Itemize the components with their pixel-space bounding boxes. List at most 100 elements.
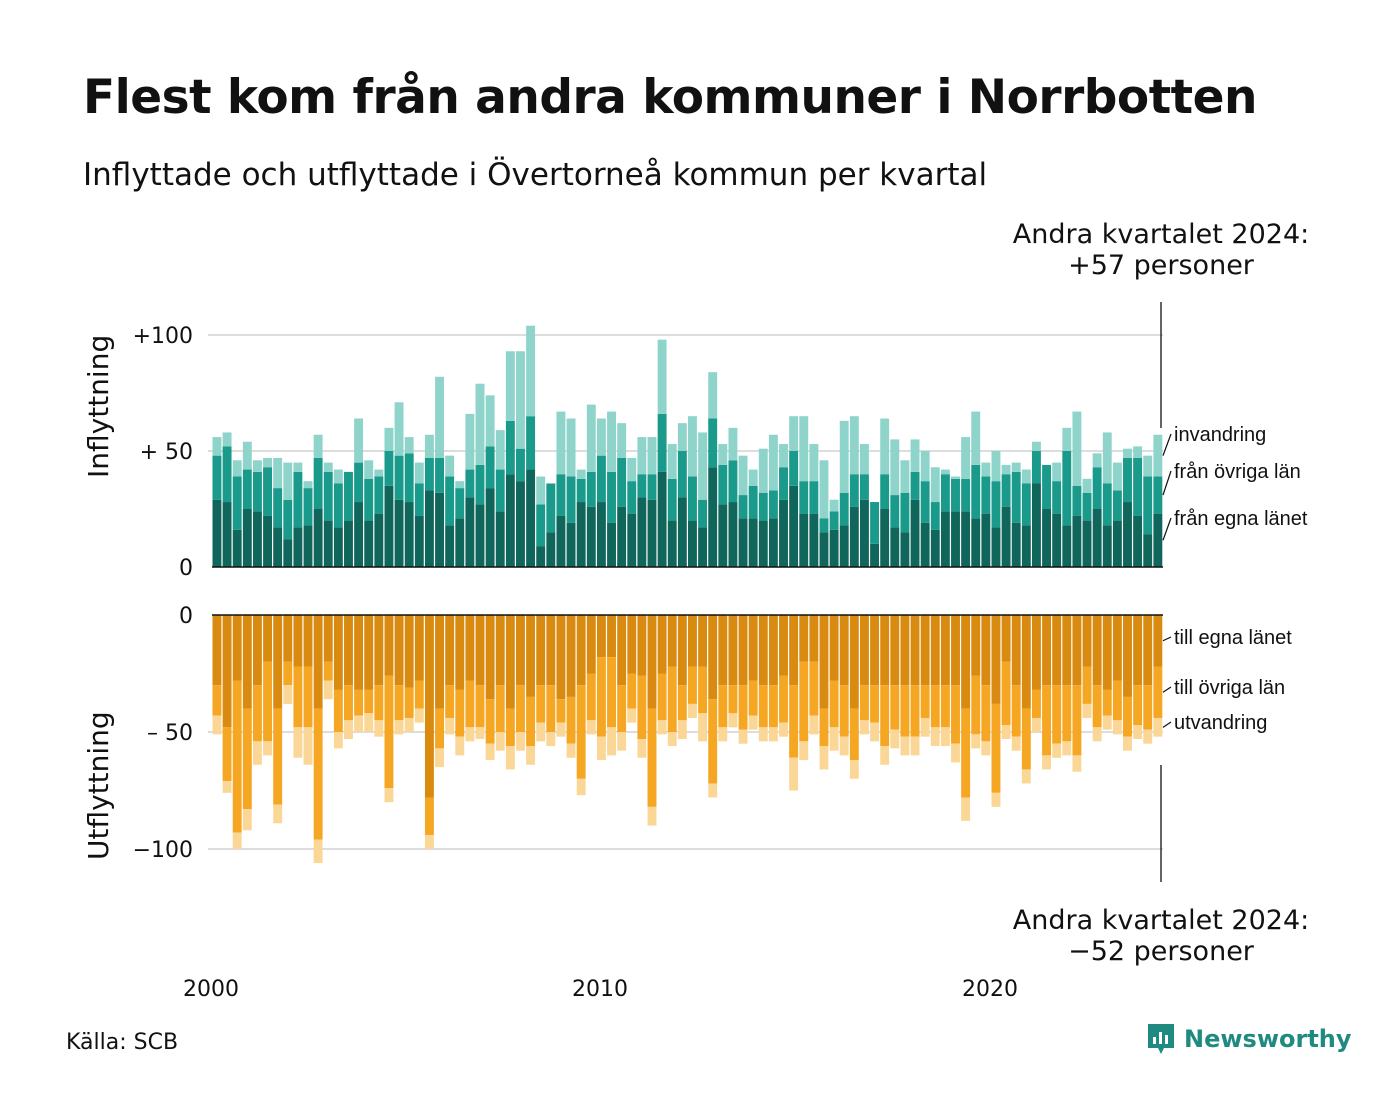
bar-outflow-till-egna-länet <box>1062 615 1072 686</box>
bar-inflow-från-övriga-län <box>445 476 455 526</box>
bar-inflow-från-övriga-län <box>485 446 495 489</box>
bar-outflow-till-övriga-län <box>1021 708 1031 770</box>
bar-outflow-till-egna-länet <box>263 615 273 662</box>
bar-inflow-invandring <box>991 451 1001 482</box>
legend-leader <box>1162 686 1172 693</box>
bar-inflow-invandring <box>212 437 222 456</box>
bar-outflow-utvandring <box>1031 717 1041 732</box>
bar-outflow-till-övriga-län <box>991 703 1001 793</box>
bar-outflow-till-egna-länet <box>1082 615 1092 667</box>
bar-inflow-från-egna-länet <box>435 492 444 567</box>
bar-inflow-från-övriga-län <box>1031 451 1041 484</box>
y-tick-label-inflow: + 50 <box>140 440 193 465</box>
bar-inflow-från-övriga-län <box>667 478 677 521</box>
bar-inflow-från-egna-länet <box>536 546 546 567</box>
bar-outflow-till-egna-länet <box>475 615 485 686</box>
bar-inflow-från-övriga-län <box>1001 474 1011 507</box>
bar-inflow-invandring <box>556 411 566 475</box>
bar-inflow-från-övriga-län <box>1072 485 1082 516</box>
bar-outflow-utvandring <box>546 732 556 747</box>
bar-inflow-invandring <box>232 460 242 477</box>
bar-inflow-från-övriga-län <box>728 460 738 503</box>
bar-inflow-från-egna-länet <box>526 469 536 567</box>
x-tick-label: 2010 <box>572 977 628 1002</box>
bar-outflow-till-egna-länet <box>1072 615 1082 686</box>
bar-outflow-till-övriga-län <box>910 685 920 737</box>
bar-outflow-till-övriga-län <box>1011 685 1021 737</box>
bar-outflow-till-övriga-län <box>222 727 232 782</box>
bar-outflow-till-egna-länet <box>364 615 374 690</box>
bar-inflow-från-övriga-län <box>323 471 333 521</box>
y-axis-label-outflow: Utflyttning <box>82 711 115 860</box>
chart-bubble-icon <box>1148 1024 1174 1054</box>
bar-inflow-från-övriga-län <box>576 478 586 503</box>
bar-outflow-till-egna-länet <box>738 615 748 686</box>
bar-inflow-från-egna-länet <box>870 543 880 567</box>
bar-outflow-till-övriga-län <box>1062 685 1072 742</box>
bar-outflow-till-egna-länet <box>849 615 859 709</box>
bar-outflow-till-egna-länet <box>313 615 323 709</box>
bar-outflow-till-övriga-län <box>677 685 687 721</box>
bar-inflow-invandring <box>768 434 778 491</box>
bar-inflow-från-egna-länet <box>718 504 728 567</box>
bar-inflow-från-egna-länet <box>1001 506 1011 567</box>
bar-outflow-till-övriga-län <box>688 666 697 704</box>
bar-outflow-till-egna-länet <box>394 615 404 686</box>
bar-inflow-invandring <box>252 460 262 472</box>
bar-inflow-invandring <box>1052 462 1062 482</box>
bar-inflow-invandring <box>404 437 414 454</box>
bar-inflow-invandring <box>354 418 364 463</box>
bar-outflow-till-egna-länet <box>819 615 829 709</box>
bar-outflow-till-egna-länet <box>1092 615 1102 686</box>
bar-outflow-till-övriga-län <box>829 680 839 728</box>
bar-outflow-till-övriga-län <box>536 685 546 723</box>
bar-inflow-från-övriga-län <box>708 418 718 468</box>
bar-inflow-från-övriga-län <box>768 490 778 519</box>
bar-outflow-till-egna-länet <box>252 615 262 686</box>
bar-inflow-från-övriga-län <box>900 492 910 533</box>
bar-inflow-invandring <box>758 448 768 493</box>
bar-inflow-från-övriga-län <box>971 464 981 519</box>
bar-outflow-till-egna-länet <box>768 615 778 686</box>
bar-outflow-till-övriga-län <box>424 797 434 835</box>
bar-outflow-till-egna-länet <box>273 615 283 709</box>
bar-inflow-från-egna-länet <box>354 502 364 567</box>
bar-inflow-från-egna-länet <box>920 522 930 567</box>
bar-inflow-från-övriga-län <box>465 469 475 498</box>
bar-outflow-till-övriga-län <box>779 675 788 723</box>
bar-inflow-från-övriga-län <box>222 446 232 503</box>
bar-inflow-från-övriga-län <box>839 492 849 526</box>
bar-inflow-invandring <box>576 469 586 479</box>
bar-outflow-till-egna-länet <box>880 615 890 686</box>
bar-inflow-från-övriga-län <box>688 476 697 521</box>
bar-outflow-utvandring <box>586 720 596 735</box>
bar-inflow-från-övriga-län <box>748 485 758 519</box>
bar-inflow-från-egna-länet <box>1112 520 1122 567</box>
bar-outflow-till-egna-länet <box>283 615 293 662</box>
bar-inflow-från-övriga-län <box>829 511 839 530</box>
bar-inflow-invandring <box>839 420 849 493</box>
bar-outflow-till-övriga-län <box>485 699 495 744</box>
bar-inflow-från-övriga-län <box>890 495 900 528</box>
bar-outflow-till-övriga-län <box>951 685 960 744</box>
newsworthy-logo[interactable]: Newsworthy <box>1146 1022 1352 1056</box>
bar-outflow-till-egna-länet <box>637 615 647 676</box>
bar-inflow-från-övriga-län <box>1112 490 1122 521</box>
bar-inflow-invandring <box>779 444 788 468</box>
bar-outflow-utvandring <box>1092 727 1102 742</box>
bar-outflow-till-övriga-län <box>1001 661 1011 725</box>
bar-outflow-till-egna-länet <box>424 615 434 798</box>
chart-subtitle: Inflyttade och utflyttade i Övertorneå k… <box>83 157 988 193</box>
bar-outflow-till-övriga-län <box>586 673 596 721</box>
bar-outflow-till-egna-länet <box>779 615 788 676</box>
bar-inflow-från-egna-länet <box>839 525 849 567</box>
bar-outflow-till-egna-länet <box>566 615 576 697</box>
bar-outflow-utvandring <box>556 722 566 737</box>
bar-inflow-från-egna-länet <box>1082 520 1092 567</box>
bar-outflow-till-övriga-län <box>576 685 586 779</box>
bar-inflow-från-egna-länet <box>1052 513 1062 567</box>
bar-inflow-från-övriga-län <box>981 476 991 514</box>
bar-inflow-från-övriga-län <box>1011 471 1021 523</box>
bar-inflow-från-egna-länet <box>344 520 353 567</box>
bar-inflow-invandring <box>333 469 343 484</box>
